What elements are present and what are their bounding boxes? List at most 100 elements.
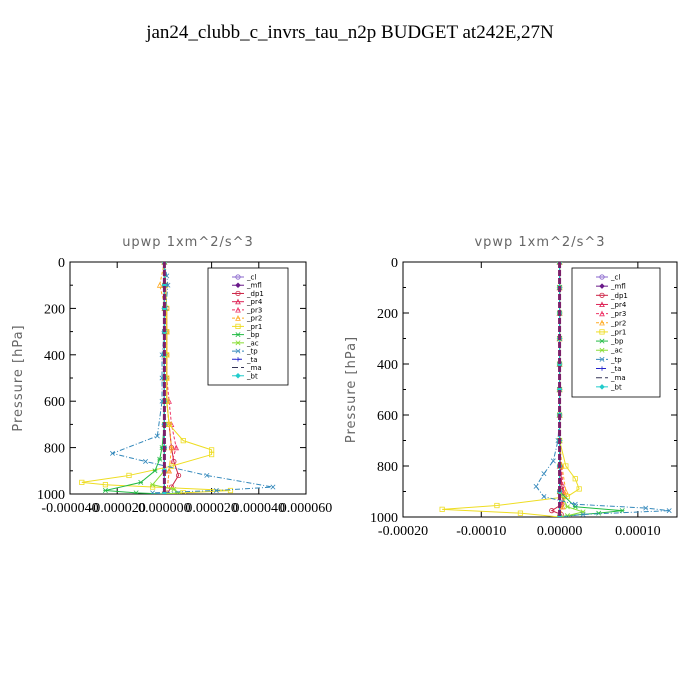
legend-label: _pr2 bbox=[610, 319, 626, 327]
data-point bbox=[666, 508, 672, 514]
data-point bbox=[143, 459, 149, 465]
y-tick-label: 800 bbox=[44, 442, 65, 457]
data-point bbox=[175, 472, 182, 479]
legend-marker bbox=[599, 274, 605, 280]
legend-label: _dp1 bbox=[610, 292, 628, 300]
y-tick-label: 600 bbox=[44, 395, 65, 410]
x-tick-label: -0.00020 bbox=[378, 524, 428, 539]
legend-label: _ac bbox=[610, 347, 623, 355]
legend-label: _ta bbox=[610, 365, 622, 373]
data-point bbox=[180, 490, 186, 494]
data-point bbox=[517, 510, 524, 516]
x-tick-label: 0.000060 bbox=[280, 501, 333, 516]
data-point bbox=[102, 488, 108, 494]
legend-marker bbox=[599, 356, 605, 362]
data-point bbox=[533, 483, 539, 489]
y-tick-label: 400 bbox=[44, 349, 65, 364]
data-point bbox=[161, 491, 167, 494]
y-axis-label: Pressure [hPa] bbox=[11, 324, 26, 431]
y-tick-label: 0 bbox=[58, 256, 65, 271]
data-point bbox=[563, 463, 569, 469]
data-point bbox=[213, 488, 219, 494]
x-tick-label: -0.000020 bbox=[89, 501, 146, 516]
legend-marker bbox=[599, 329, 605, 335]
legend-label: _pr2 bbox=[246, 315, 262, 323]
data-point bbox=[150, 490, 156, 494]
legend-marker bbox=[235, 298, 241, 305]
legend-label: _cl bbox=[610, 274, 620, 282]
data-point bbox=[138, 479, 144, 485]
legend: _cl_mfl_dp1_pr4_pr3_pr2_pr1_bp_ac_tp_ta_… bbox=[207, 267, 289, 386]
x-tick-label: 0.000020 bbox=[185, 501, 238, 516]
legend-label: _bt bbox=[610, 383, 622, 391]
legend-marker bbox=[235, 348, 241, 354]
data-point bbox=[494, 502, 500, 509]
data-point bbox=[204, 472, 210, 478]
data-point bbox=[643, 505, 649, 511]
legend-label: _mfl bbox=[610, 283, 626, 291]
data-point bbox=[109, 450, 115, 456]
legend-marker bbox=[599, 292, 605, 298]
legend-box bbox=[571, 267, 661, 398]
chart-title: vpwp 1xm^2/s^3 bbox=[474, 235, 605, 250]
legend-label: _bp bbox=[610, 338, 624, 346]
legend-marker bbox=[235, 282, 241, 288]
data-point bbox=[173, 444, 180, 451]
legend-label: _pr4 bbox=[610, 301, 627, 309]
data-point bbox=[166, 467, 172, 474]
legend: _cl_mfl_dp1_pr4_pr3_pr2_pr1_bp_ac_tp_ta_… bbox=[571, 267, 661, 398]
legend-label: _pr4 bbox=[246, 298, 263, 306]
legend-marker bbox=[599, 319, 605, 326]
x-tick-label: -0.000040 bbox=[41, 501, 98, 516]
data-point bbox=[161, 491, 168, 494]
data-point bbox=[572, 476, 578, 482]
legend-label: _ta bbox=[246, 356, 258, 364]
legend-marker bbox=[235, 290, 241, 297]
x-tick-label: 0.000040 bbox=[233, 501, 286, 516]
y-tick-label: 1000 bbox=[370, 511, 398, 526]
data-point bbox=[133, 490, 139, 494]
data-point bbox=[619, 508, 625, 514]
legend-marker bbox=[599, 384, 605, 390]
legend-marker bbox=[235, 332, 241, 338]
legend-label: _bt bbox=[246, 372, 258, 380]
data-point bbox=[541, 471, 547, 477]
data-point bbox=[541, 494, 547, 500]
data-point bbox=[580, 511, 586, 517]
data-point bbox=[559, 503, 566, 510]
legend-marker bbox=[599, 347, 605, 353]
data-point bbox=[576, 486, 582, 492]
x-tick-label: 0.000000 bbox=[138, 501, 191, 516]
data-point bbox=[596, 510, 602, 516]
legend-label: _bp bbox=[246, 331, 260, 339]
legend-marker bbox=[235, 323, 241, 329]
legend-label: _tp bbox=[610, 356, 622, 364]
legend-label: _tp bbox=[246, 348, 258, 356]
x-tick-label: 0.00000 bbox=[537, 524, 583, 539]
legend-label: _dp1 bbox=[246, 290, 264, 298]
legend-marker bbox=[235, 373, 241, 379]
legend-marker bbox=[235, 274, 241, 280]
data-point bbox=[180, 438, 186, 444]
data-point bbox=[549, 508, 555, 514]
data-point bbox=[564, 504, 570, 510]
data-point bbox=[79, 479, 85, 486]
data-point bbox=[208, 451, 215, 458]
legend-label: _pr3 bbox=[610, 310, 626, 318]
data-point bbox=[102, 482, 108, 488]
y-tick-label: 1000 bbox=[37, 488, 65, 503]
data-point bbox=[157, 456, 163, 462]
legend-marker bbox=[599, 310, 605, 317]
y-tick-label: 600 bbox=[377, 409, 398, 424]
legend-marker bbox=[235, 340, 241, 346]
legend-label: _pr3 bbox=[246, 306, 262, 314]
legend-marker bbox=[599, 338, 605, 344]
y-tick-label: 800 bbox=[377, 460, 398, 475]
legend-marker bbox=[235, 357, 241, 362]
y-axis-label: Pressure [hPa] bbox=[344, 336, 359, 443]
y-tick-label: 200 bbox=[44, 302, 65, 317]
data-point bbox=[562, 488, 569, 495]
legend-label: _mfl bbox=[246, 282, 262, 290]
